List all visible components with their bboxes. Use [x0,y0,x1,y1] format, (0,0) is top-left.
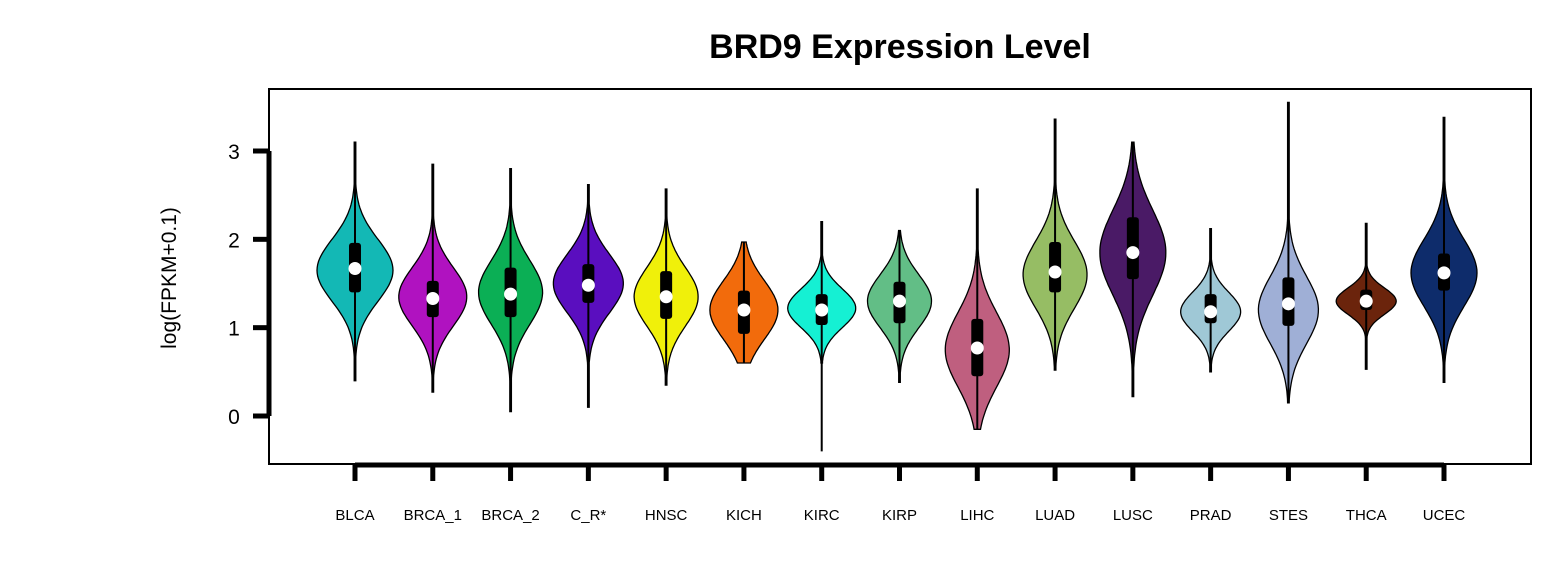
violin-thca [1335,222,1397,370]
violin-median-point [426,292,440,306]
violin-ucec [1410,116,1478,384]
violin-stes [1257,101,1320,404]
violin-kirp [866,229,933,384]
x-tick-label-brca_1: BRCA_1 [404,507,462,524]
violin-median-point [815,303,829,317]
y-axis-label: log(FPKM+0.1) [158,207,181,349]
violin-median-point [1126,246,1140,260]
violin-hnsc [633,188,699,386]
violins [316,101,1478,452]
violin-lihc [944,188,1010,430]
violin-blca [316,141,394,382]
x-tick-label-prad: PRAD [1190,507,1232,524]
violin-median-point [1048,265,1062,279]
x-tick-label-hnsc: HNSC [645,507,688,524]
violin-median-point [893,294,906,308]
violin-median-point [1359,294,1373,308]
violin-kirc [787,221,857,452]
violin-median-point [348,261,362,275]
x-tick-label-ucec: UCEC [1423,507,1466,524]
y-tick-label: 0 [228,406,240,429]
violin-brca_1 [398,163,468,393]
violin-median-point [659,290,673,304]
y-tick-label: 2 [228,229,240,252]
violin-luad [1022,118,1088,371]
violin-prad [1180,228,1242,373]
x-tick-label-lihc: LIHC [960,507,994,524]
violin-median-point [581,278,595,292]
violin-median-point [504,287,518,301]
y-tick-label: 1 [228,318,240,341]
violin-kich [709,241,779,364]
violin-median-point [737,303,751,317]
x-tick-label-blca: BLCA [335,507,374,524]
y-tick-label: 3 [228,141,240,164]
violin-c_r* [552,183,624,408]
x-axis: BLCA BRCA_1 BRCA_2 C_R* HNSC KICH KIRC KIRP LIHC… [335,462,1466,524]
y-axis: 0 1 2 3 [228,141,272,429]
x-tick-label-c_r*: C_R* [570,507,606,524]
violin-median-point [970,341,984,355]
violin-median-point [1204,305,1218,319]
x-tick-label-brca_2: BRCA_2 [481,507,539,524]
violin-median-point [1437,266,1451,280]
x-tick-label-kirc: KIRC [804,507,840,524]
violin-median-point [1281,297,1295,311]
x-tick-label-kirp: KIRP [882,507,917,524]
x-tick-label-kich: KICH [726,507,762,524]
chart-title: BRD9 Expression Level [709,28,1091,66]
violin-lusc [1099,141,1167,398]
violin-brca_2 [477,168,544,413]
x-tick-label-thca: THCA [1346,507,1387,524]
x-tick-label-stes: STES [1269,507,1308,524]
x-tick-label-lusc: LUSC [1113,507,1153,524]
x-tick-label-luad: LUAD [1035,507,1075,524]
